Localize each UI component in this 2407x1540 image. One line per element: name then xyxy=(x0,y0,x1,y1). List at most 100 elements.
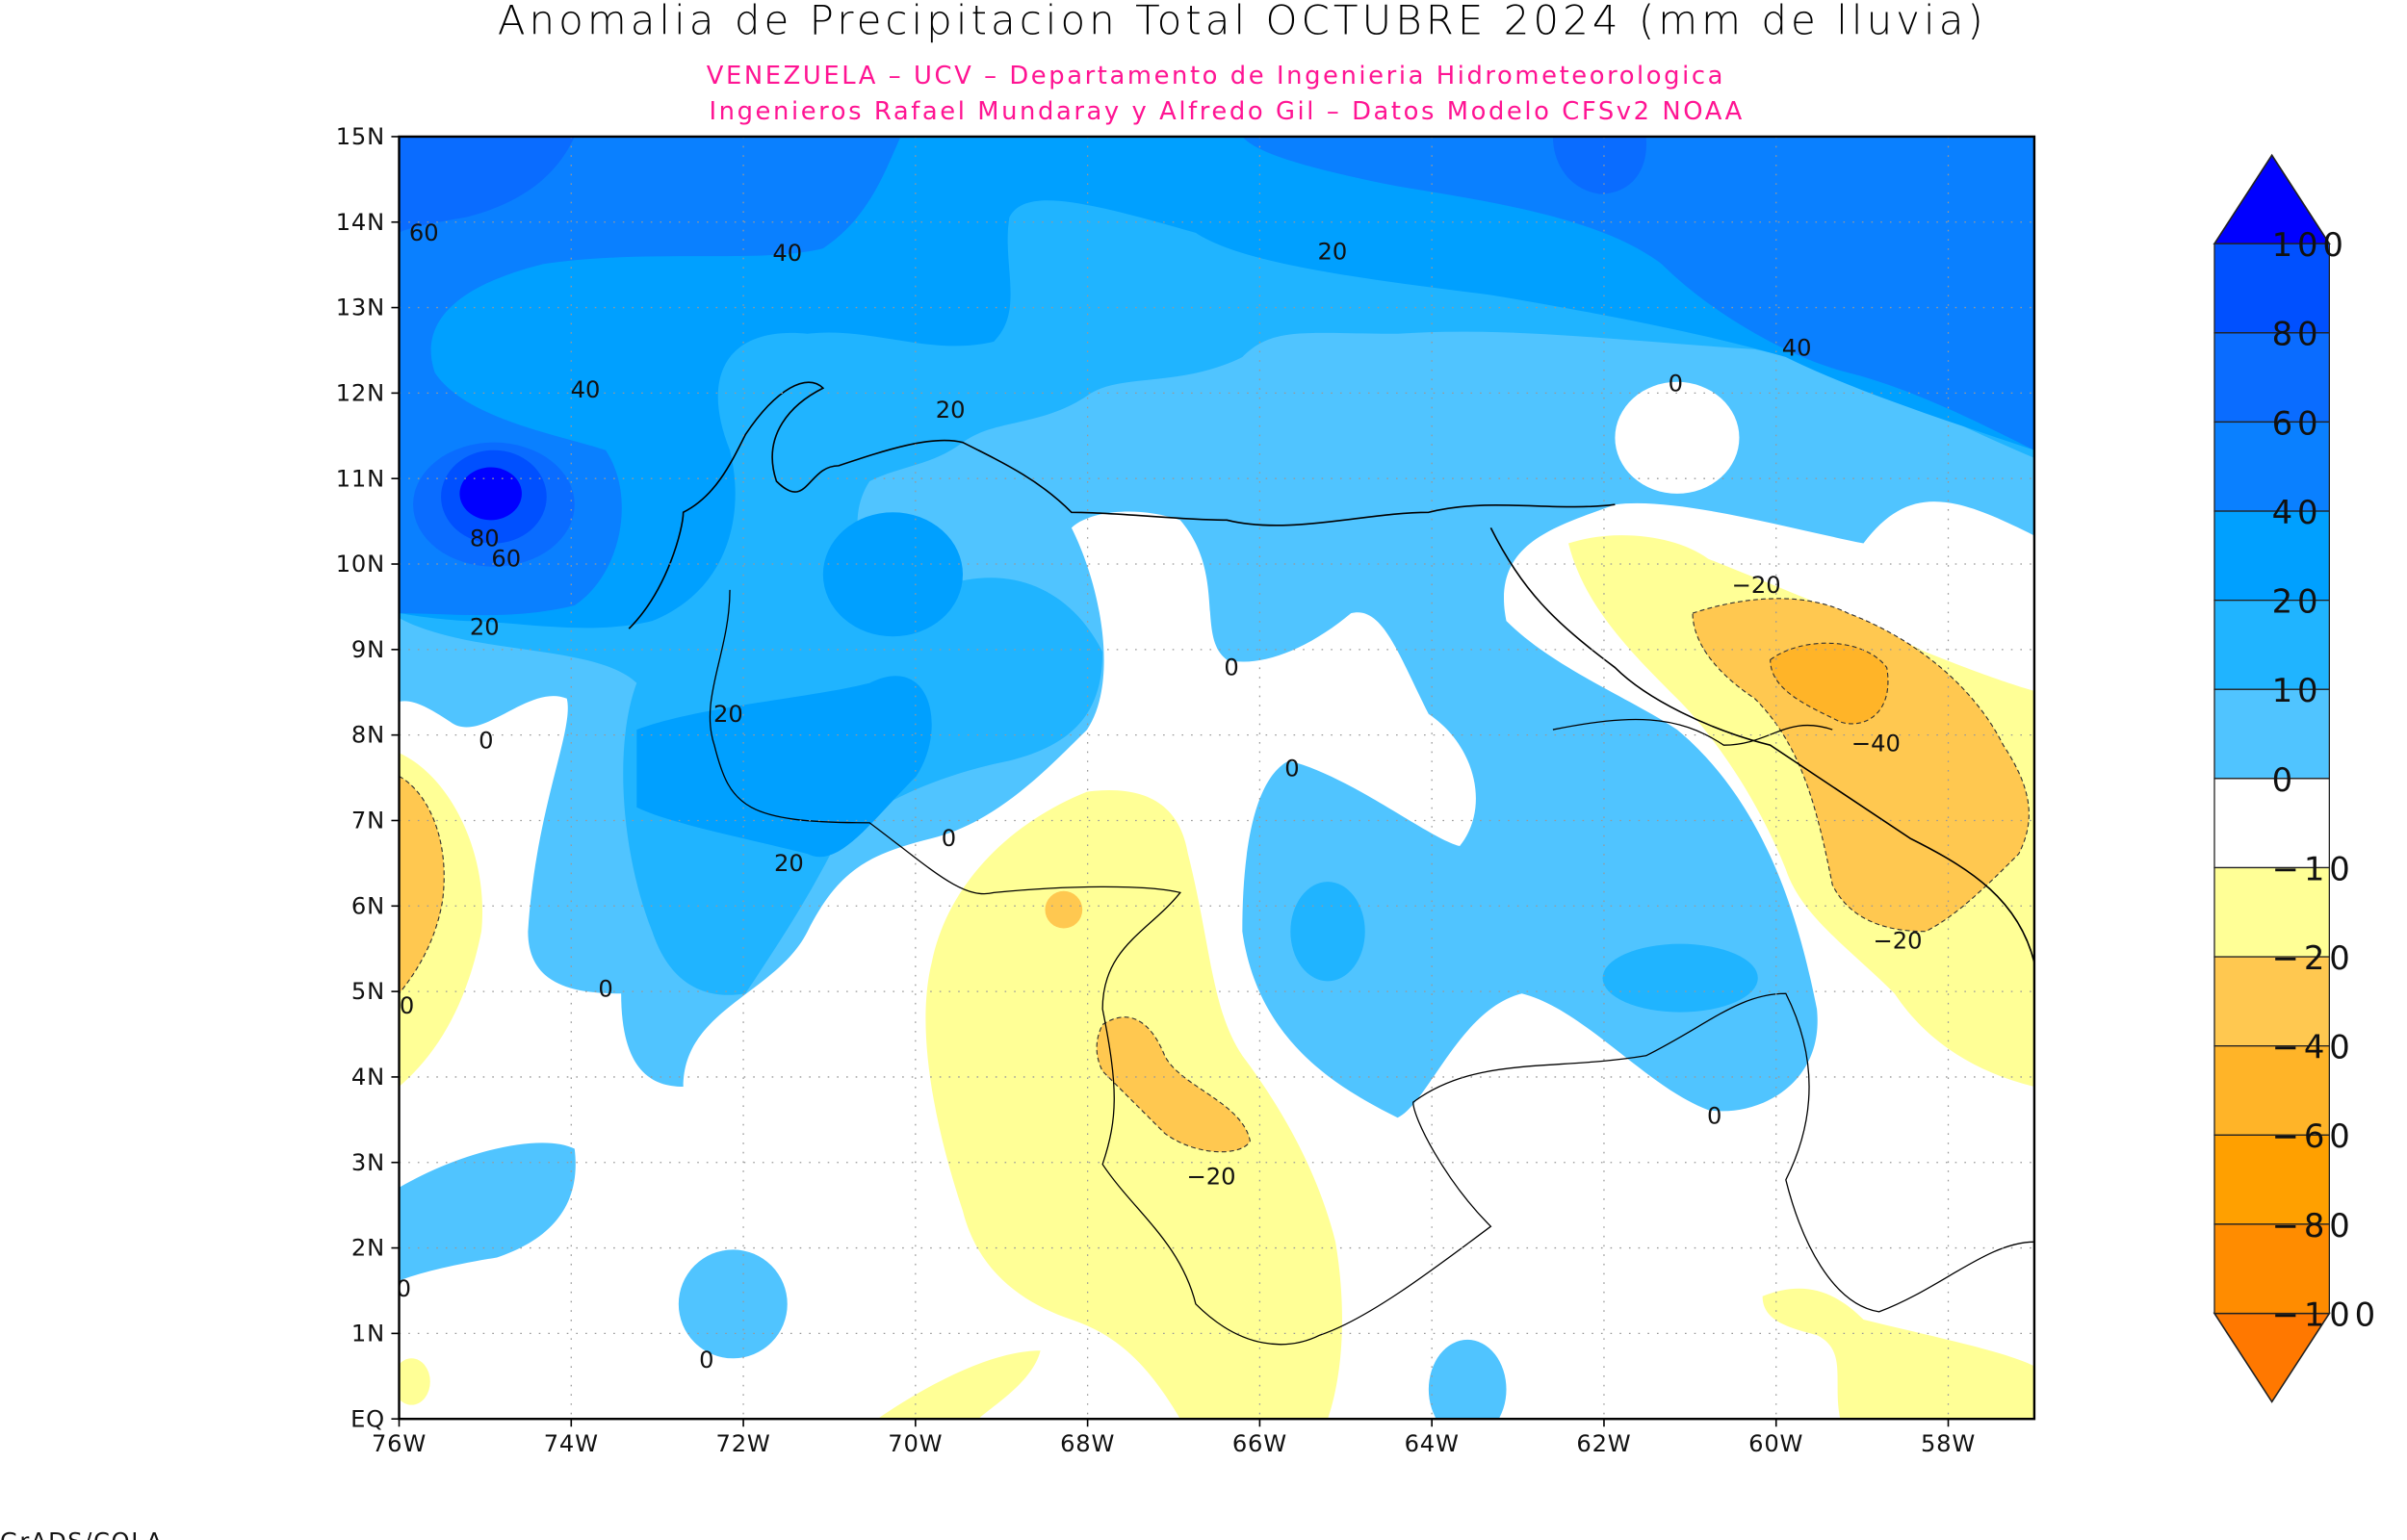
subtitle-line-2: Ingenieros Rafael Mundaray y Alfredo Gil… xyxy=(709,97,1744,126)
anomaly-region-20-40 xyxy=(399,136,2034,629)
colorbar-segment xyxy=(2213,421,2330,512)
lat-tick-label: 4N xyxy=(351,1064,385,1091)
lon-tick-label: 72W xyxy=(716,1430,771,1457)
map-area: 60 40 20 40 0 40 20 80 60 20 −20 0 20 0 … xyxy=(397,136,2034,1420)
contour-label: 0 xyxy=(400,992,414,1019)
anomaly-region-minus10-minus20 xyxy=(877,1350,1041,1420)
colorbar-label: 80 xyxy=(2272,316,2323,353)
lat-tick-label: 10N xyxy=(336,551,385,578)
lon-tick-label: 62W xyxy=(1576,1430,1631,1457)
contour-label: 60 xyxy=(409,219,439,246)
lat-tick-label: 13N xyxy=(336,295,385,321)
lat-tick-label: 14N xyxy=(336,209,385,236)
colorbar-segment xyxy=(2213,510,2330,602)
anomaly-region-0-10 xyxy=(399,1142,576,1281)
lat-tick-label: 8N xyxy=(351,722,385,749)
colorbar-label: 0 xyxy=(2272,761,2297,799)
anomaly-region-minus20-minus40 xyxy=(1692,598,2030,933)
contour-label: 20 xyxy=(774,850,804,877)
lon-tick-label: 76W xyxy=(372,1430,427,1457)
figure-title: Anomalia de Precipitacion Total OCTUBRE … xyxy=(498,0,1987,43)
anomaly-region-40-60 xyxy=(1242,136,2034,450)
contour-label: 0 xyxy=(1707,1103,1721,1130)
lat-tick-label: 3N xyxy=(351,1149,385,1176)
anomaly-region-over-100 xyxy=(459,467,522,521)
colorbar-label: −40 xyxy=(2272,1029,2355,1066)
anomaly-region-10-20 xyxy=(1602,943,1758,1013)
contour-label: 80 xyxy=(470,526,500,552)
lat-tick-label: 2N xyxy=(351,1235,385,1262)
colorbar-segment xyxy=(2213,866,2330,958)
anomaly-region-0-10 xyxy=(1428,1339,1507,1420)
anomaly-region-minus10-minus20 xyxy=(925,790,1342,1420)
contour-label: 60 xyxy=(491,546,521,573)
anomaly-region-minus20-minus40 xyxy=(1045,890,1083,929)
contour-label: 20 xyxy=(470,614,500,641)
lon-tick-label: 70W xyxy=(888,1430,943,1457)
colorbar-segment xyxy=(2213,778,2330,869)
lat-tick-label: 7N xyxy=(351,808,385,834)
subtitle-line-1: VENEZUELA – UCV – Departamento de Ingeni… xyxy=(707,62,1725,90)
colorbar-segment xyxy=(2213,1134,2330,1225)
contour-label: 0 xyxy=(479,727,493,754)
contour-label: −20 xyxy=(1187,1164,1236,1191)
anomaly-region-20-40 xyxy=(822,512,963,637)
contour-label: 0 xyxy=(699,1347,713,1373)
anomaly-region-minus20-minus40 xyxy=(399,775,445,995)
anomaly-region-0-10 xyxy=(678,1249,788,1359)
colorbar-label: −10 xyxy=(2272,850,2355,887)
colorbar-label: −100 xyxy=(2272,1296,2380,1333)
colorbar-label: −60 xyxy=(2272,1117,2355,1155)
lon-tick-label: 66W xyxy=(1232,1430,1287,1457)
lat-tick-label: 12N xyxy=(336,379,385,406)
lon-tick-label: 74W xyxy=(544,1430,599,1457)
anomaly-region-neutral xyxy=(1615,381,1740,494)
colorbar-label: −80 xyxy=(2272,1207,2355,1245)
anomaly-region-minus10-minus20 xyxy=(1762,1288,2034,1420)
colorbar-label: 40 xyxy=(2272,494,2323,531)
contour-label: −20 xyxy=(1732,572,1781,599)
anomaly-region-10-20 xyxy=(1290,882,1365,982)
contour-label: 0 xyxy=(598,975,612,1002)
contour-label: 20 xyxy=(1317,238,1347,265)
colorbar-label: 100 xyxy=(2272,226,2348,264)
colorbar-label: −20 xyxy=(2272,939,2355,977)
anomaly-region-minus10-minus20 xyxy=(399,1358,430,1405)
anomaly-region-60-80 xyxy=(399,136,575,233)
lat-tick-label: 9N xyxy=(351,636,385,663)
anomaly-region-minus20-minus40 xyxy=(1096,1016,1251,1153)
footer-credit: GrADS/COLA xyxy=(0,1528,164,1540)
colorbar-segment xyxy=(2213,956,2330,1047)
contour-label: 0 xyxy=(1284,755,1299,782)
lon-tick-label: 64W xyxy=(1405,1430,1460,1457)
colorbar-segment xyxy=(2213,1223,2330,1315)
lat-tick-label: 5N xyxy=(351,978,385,1005)
contour-label: 0 xyxy=(1669,370,1683,397)
lat-tick-label: 11N xyxy=(336,465,385,492)
contour-label: 0 xyxy=(397,1275,411,1302)
contour-label: 0 xyxy=(942,825,956,852)
contour-label: 20 xyxy=(713,701,743,728)
anomaly-region-minus40-minus60 xyxy=(1770,642,1889,725)
contour-label: 40 xyxy=(772,240,802,267)
contour-label: 0 xyxy=(1224,654,1238,681)
lon-tick-label: 60W xyxy=(1748,1430,1803,1457)
contour-label: −40 xyxy=(1851,731,1901,757)
colorbar-label: 60 xyxy=(2272,404,2323,442)
contour-labels: 60 40 20 40 0 40 20 80 60 20 −20 0 20 0 … xyxy=(397,219,1923,1373)
contour-label: 20 xyxy=(936,397,966,424)
contour-label: 40 xyxy=(1782,334,1812,361)
colorbar-label: 20 xyxy=(2272,583,2323,621)
contour-label: −20 xyxy=(1873,927,1922,954)
lat-tick-label: 6N xyxy=(351,892,385,919)
colorbar-segment xyxy=(2213,332,2330,424)
contour-label: 40 xyxy=(571,376,601,403)
map-frame xyxy=(398,135,2036,1421)
colorbar-label: 10 xyxy=(2272,672,2323,709)
coastline xyxy=(628,381,2034,963)
anomaly-region-60-80 xyxy=(1552,136,1647,194)
lat-tick-label: 1N xyxy=(351,1320,385,1347)
lat-tick-label: 15N xyxy=(336,123,385,150)
